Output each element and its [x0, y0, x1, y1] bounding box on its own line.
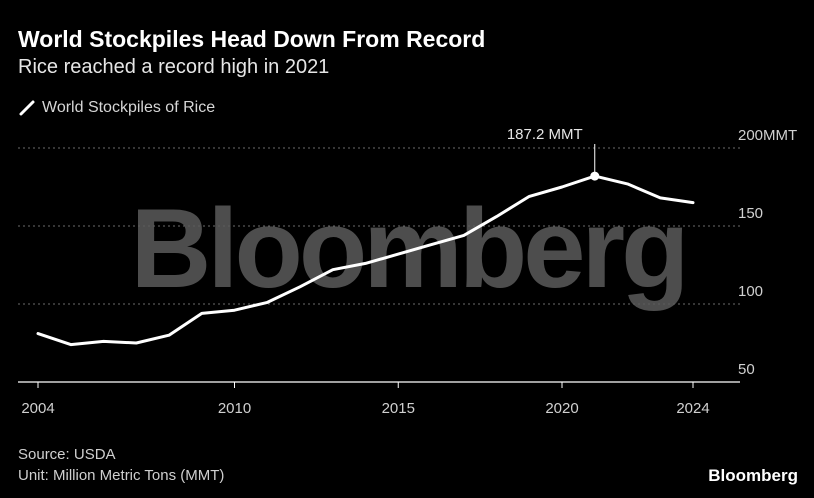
chart-title: World Stockpiles Head Down From Record [18, 26, 486, 52]
legend-label: World Stockpiles of Rice [42, 99, 216, 116]
bloomberg-watermark: Bloomberg [130, 186, 685, 311]
y-tick-label: 100 [738, 283, 763, 300]
peak-annotation-label: 187.2 MMT [507, 126, 583, 143]
series-layer [36, 174, 695, 347]
annotation-layer: 187.2 MMT [507, 126, 600, 181]
x-axis: 200MMT 150 100 50 2004 2010 2015 2020 2024 [18, 127, 797, 417]
gridlines [18, 147, 740, 305]
y-tick-label: 50 [738, 361, 755, 378]
peak-marker [590, 171, 600, 181]
bloomberg-logo: Bloomberg [708, 466, 798, 485]
x-tick-label: 2015 [382, 400, 415, 417]
source-note: Source: USDA [18, 446, 116, 463]
legend-line-swatch-icon [19, 100, 35, 116]
y-tick-label: 150 [738, 205, 763, 222]
series-line-rice [36, 174, 695, 347]
x-tick-label: 2010 [218, 400, 251, 417]
unit-note: Unit: Million Metric Tons (MMT) [18, 467, 225, 484]
x-tick-label: 2004 [21, 400, 54, 417]
x-tick-label: 2024 [676, 400, 709, 417]
x-tick-label: 2020 [545, 400, 578, 417]
chart-subtitle: Rice reached a record high in 2021 [18, 56, 330, 78]
legend: World Stockpiles of Rice [18, 97, 215, 119]
y-tick-label: 200MMT [738, 127, 797, 144]
